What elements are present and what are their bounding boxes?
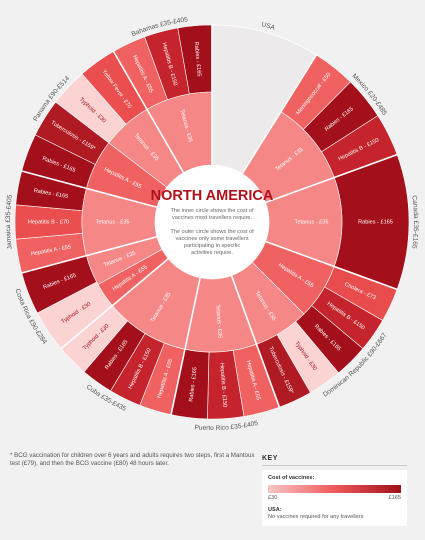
key-usa-note: No vaccines required for any travellers bbox=[268, 514, 364, 520]
outer-ring bbox=[14, 24, 410, 420]
divider-canada bbox=[265, 153, 399, 204]
country-label-canada: Canada £35-£165 bbox=[410, 195, 419, 249]
inner-segment-puerto-rico-tetanus-label: Tetanus - £35 bbox=[214, 304, 222, 338]
outer-segment-puerto-rico-hepatitis-b-label: Hepatitis B - £150 bbox=[218, 363, 227, 408]
outer-segment-puerto-rico-rabies-label: Rabies - £165 bbox=[188, 367, 198, 402]
outer-segment-canada-rabies-label: Rabies - £165 bbox=[358, 219, 393, 225]
center-description-inner: The inner circle shows the cost of vaccin… bbox=[170, 208, 253, 221]
center-disc bbox=[155, 165, 269, 279]
key-range: £30 £165 bbox=[268, 495, 401, 501]
divider-cuba bbox=[170, 277, 201, 416]
divider-jamaica bbox=[20, 235, 158, 275]
country-label-jamaica: Jamaica £35-£405 bbox=[5, 194, 14, 250]
key-box: Cost of vaccines: £30 £165 USA: No vacci… bbox=[262, 470, 407, 526]
key-cost-label: Cost of vaccines: bbox=[268, 475, 315, 481]
legend-key: KEY Cost of vaccines: £30 £165 USA: No v… bbox=[262, 455, 407, 526]
key-usa-label: USA: bbox=[268, 507, 282, 513]
key-max: £165 bbox=[388, 495, 401, 501]
divider-panama bbox=[20, 169, 158, 209]
divider-costa-rica bbox=[59, 258, 169, 350]
outer-segment-jamaica-rabies-label: Rabies - £165 bbox=[33, 188, 68, 200]
country-label-usa: USA bbox=[261, 21, 277, 32]
key-color-gradient bbox=[268, 485, 401, 493]
outer-segment-jamaica-hepatitis-b-label: Hepatitis B - £70 bbox=[28, 219, 69, 225]
divider-puerto-rico bbox=[230, 275, 281, 409]
footnote: * BCG vaccination for children over 6 ye… bbox=[10, 452, 255, 468]
divider-bahamas bbox=[112, 50, 185, 174]
center-title: NORTH AMERICA bbox=[151, 188, 274, 204]
outer-segment-bahamas-rabies-label: Rabies - £165 bbox=[193, 42, 202, 77]
inner-segment-canada-tetanus-label: Tetanus - £35 bbox=[295, 219, 329, 225]
key-title: KEY bbox=[262, 455, 407, 466]
divider-dominican-republic bbox=[265, 240, 399, 291]
country-label-puerto-rico: Puerto Rico £35-£405 bbox=[194, 420, 259, 432]
key-min: £30 bbox=[268, 495, 278, 501]
country-dividers bbox=[20, 24, 399, 416]
center-description-outer: The outer circle shows the cost of vaccin… bbox=[170, 229, 254, 256]
divider-mexico bbox=[241, 53, 318, 175]
inner-segment-jamaica-tetanus-label: Tetanus - £35 bbox=[96, 219, 130, 225]
